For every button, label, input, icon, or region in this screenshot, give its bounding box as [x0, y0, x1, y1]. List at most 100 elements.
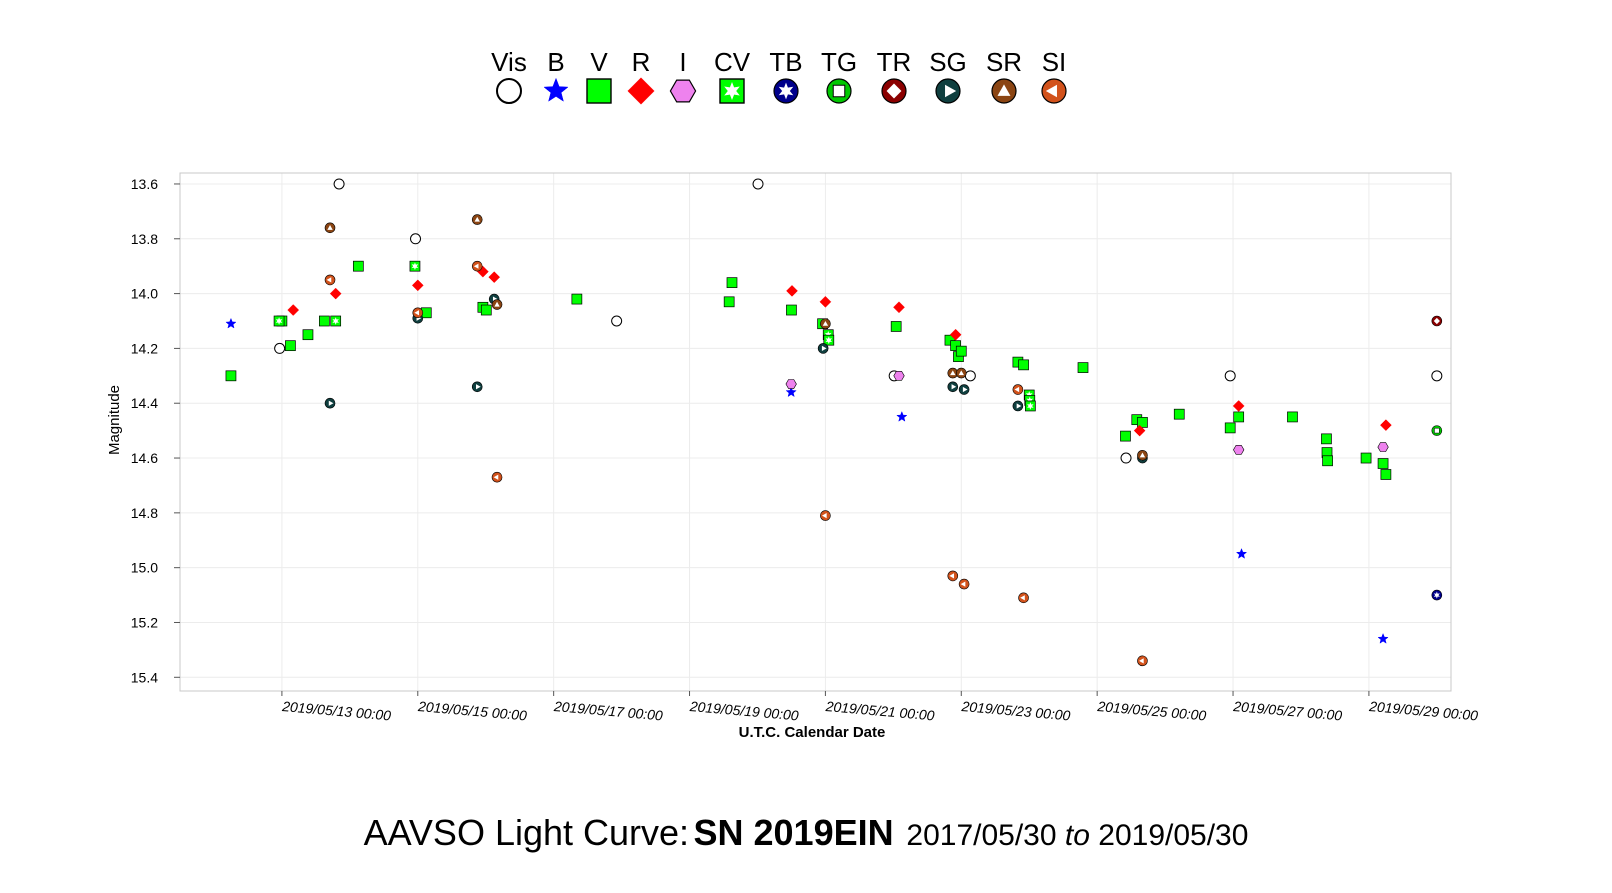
data-point: [785, 386, 797, 398]
data-point: [1233, 411, 1245, 423]
data-point: [1137, 655, 1148, 667]
legend-marker: [719, 78, 745, 104]
x-tick-label: 2019/05/13 00:00: [281, 698, 392, 724]
legend-label: R: [632, 47, 651, 77]
data-point: [488, 271, 501, 284]
data-point: [491, 299, 503, 310]
data-point: [1322, 455, 1333, 467]
data-point: [1120, 452, 1132, 464]
data-point: [1018, 592, 1029, 604]
data-point: [302, 329, 314, 341]
data-point: [955, 345, 967, 357]
y-axis-label: Magnitude: [106, 385, 123, 455]
data-point: [947, 381, 959, 393]
grid: [180, 173, 1451, 691]
y-axis-ticks: 13.6 13.8 14.0 14.2 14.4 14.6 14.8 15.0 15.2 15.4: [131, 176, 180, 685]
data-point: [1137, 417, 1148, 428]
data-point: [944, 334, 956, 346]
y-tick-label: 14.8: [131, 505, 158, 521]
x-tick-label: 2019/05/19 00:00: [688, 698, 799, 724]
y-tick-label: 13.8: [131, 231, 158, 247]
data-point: [785, 379, 797, 389]
legend-label: TG: [821, 47, 857, 77]
x-axis-label: U.T.C. Calendar Date: [739, 724, 886, 741]
data-point: [893, 301, 905, 314]
legend-label: CV: [714, 47, 751, 77]
x-tick-label: 2019/05/21 00:00: [824, 698, 935, 724]
range-separator: to: [1064, 819, 1090, 852]
data-point: [1233, 444, 1245, 455]
data-point: [958, 384, 970, 395]
data-point: [491, 471, 503, 483]
data-point: [1012, 400, 1024, 412]
data-point: [955, 367, 967, 379]
data-point: [820, 510, 831, 521]
y-tick-label: 15.4: [131, 669, 158, 685]
legend-marker: [586, 78, 612, 104]
y-tick-label: 14.6: [131, 450, 158, 466]
title-prefix: AAVSO Light Curve:: [363, 812, 690, 853]
data-point: [471, 260, 483, 272]
data-point: [285, 340, 296, 352]
y-tick-label: 14.4: [131, 395, 158, 411]
data-point: [896, 410, 908, 422]
data-point: [1380, 419, 1392, 432]
data-point: [324, 274, 336, 286]
data-point: [786, 304, 797, 316]
data-point: [723, 296, 735, 308]
data-point: [330, 315, 342, 327]
data-point: [1133, 424, 1146, 437]
data-point: [1360, 452, 1372, 464]
x-tick-label: 2019/05/15 00:00: [417, 698, 528, 724]
data-point: [890, 321, 902, 332]
legend-label: TR: [877, 47, 912, 77]
x-tick-label: 2019/05/25 00:00: [1096, 698, 1207, 724]
data-point: [471, 381, 483, 393]
data-point: [1173, 408, 1185, 420]
x-tick-label: 2019/05/29 00:00: [1368, 698, 1479, 724]
legend-label: SG: [929, 47, 967, 77]
legend-marker: [881, 78, 907, 104]
data-point: [225, 317, 237, 329]
data-point: [333, 178, 345, 190]
data-point: [1287, 411, 1298, 423]
y-tick-label: 15.0: [131, 560, 158, 576]
data-point: [225, 370, 237, 382]
legend: Vis B V R I CV TB TG TR SG SR SI: [491, 47, 1067, 105]
data-point: [410, 233, 422, 245]
y-tick-label: 13.6: [131, 176, 158, 192]
data-point: [571, 293, 583, 305]
data-point: [324, 222, 336, 234]
x-axis-ticks: 2019/05/13 00:00 2019/05/15 00:00 2019/05/…: [281, 691, 1479, 724]
plot-frame: [179, 172, 1452, 692]
data-point: [287, 304, 300, 316]
legend-label: I: [679, 47, 686, 77]
legend-marker: [935, 78, 961, 104]
star-name: SN 2019EIN: [693, 812, 894, 853]
data-point: [273, 315, 285, 327]
data-point: [949, 328, 962, 341]
legend-marker: [669, 79, 697, 103]
data-point: [412, 307, 424, 319]
data-point: [947, 570, 959, 582]
chart-title: AAVSO Light Curve: SN 2019EIN 2017/05/30…: [0, 812, 1612, 854]
range-end: 2019/05/30: [1098, 819, 1249, 852]
legend-label: B: [547, 47, 564, 77]
data-point: [1235, 548, 1248, 559]
data-point: [1224, 422, 1236, 434]
data-point: [950, 340, 961, 352]
data-point: [823, 334, 835, 346]
data-point: [1025, 400, 1036, 412]
legend-marker: [627, 77, 655, 105]
legend-marker: [496, 78, 522, 104]
data-point: [752, 178, 764, 190]
data-point: [471, 214, 483, 225]
data-points: [225, 178, 1443, 667]
data-point: [1377, 442, 1389, 452]
data-point: [726, 277, 738, 288]
data-point: [409, 260, 421, 272]
data-point: [329, 287, 342, 300]
legend-label: SR: [986, 47, 1022, 77]
legend-marker: [773, 78, 799, 104]
